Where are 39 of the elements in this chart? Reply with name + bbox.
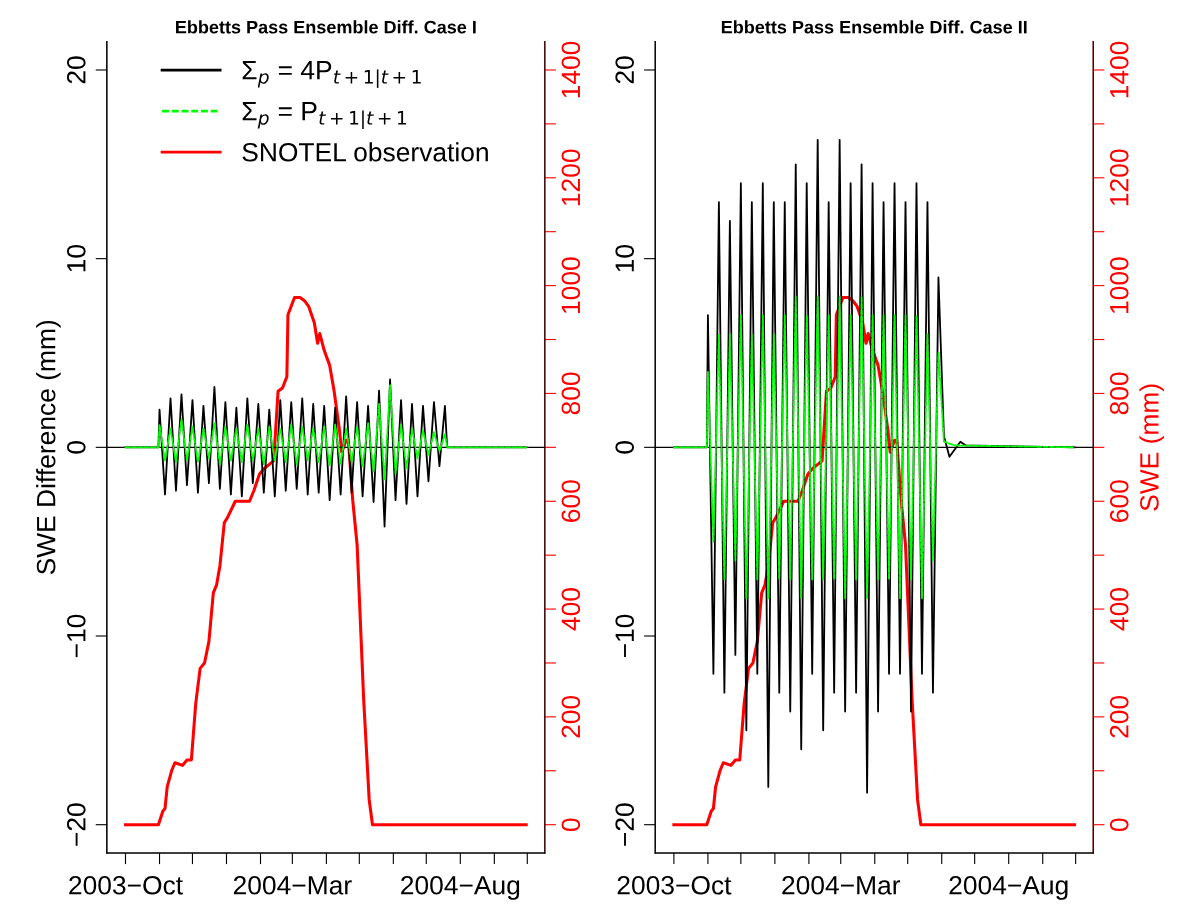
y2-tick-label: 0 [561,818,581,831]
y2-tick-label: 1200 [1109,149,1129,206]
y2-tick-label: 600 [561,480,581,522]
y-tick-label: 0 [66,441,86,454]
y-tick-label: −20 [615,803,635,846]
x-tick-label: 2004−Aug [949,875,1068,900]
y-tick-label: 10 [615,245,635,272]
y2-tick-label: 1400 [561,41,581,98]
y-axis-title: SWE Difference (mm) [36,320,61,575]
y2-tick-label: 200 [561,695,581,738]
y2-axis-title: SWE (mm) [1139,384,1164,511]
y2-tick-label: 800 [561,372,581,415]
y2-tick-label: 1000 [1109,257,1129,313]
y2-tick-label: 600 [1109,480,1129,522]
y-tick-label: 20 [66,56,86,84]
y2-tick-label: 1400 [1109,41,1129,98]
y2-tick-label: 400 [1109,588,1129,631]
y-tick-label: 20 [615,56,635,84]
x-tick-label: 2003−Oct [69,875,183,895]
y-tick-label: 0 [615,441,635,454]
y2-tick-label: 1200 [561,149,581,206]
y2-tick-label: 0 [1109,818,1129,831]
legend-label: Σ$_{p}$ = P$_{t+1|t+1}$ [242,102,407,129]
y2-tick-label: 1000 [561,257,581,313]
y2-tick-label: 800 [1109,372,1129,415]
legend-label: SNOTEL observation [242,142,488,162]
x-tick-label: 2004−Mar [782,875,901,895]
y-tick-label: 10 [66,245,86,272]
y2-tick-label: 200 [1109,695,1129,738]
legend-label: Σ$_{p}$ = 4P$_{t+1|t+1}$ [242,61,421,88]
y-tick-label: −10 [66,614,86,658]
x-tick-label: 2003−Oct [617,875,732,895]
y-tick-label: −20 [66,803,86,846]
x-tick-label: 2004−Mar [233,875,352,895]
y2-tick-label: 400 [561,588,581,631]
chart-title: Ebbetts Pass Ensemble Diff. Case I [176,20,476,34]
x-tick-label: 2004−Aug [401,875,520,900]
chart-title: Ebbetts Pass Ensemble Diff. Case II [721,20,1027,34]
y-tick-label: −10 [615,614,635,658]
